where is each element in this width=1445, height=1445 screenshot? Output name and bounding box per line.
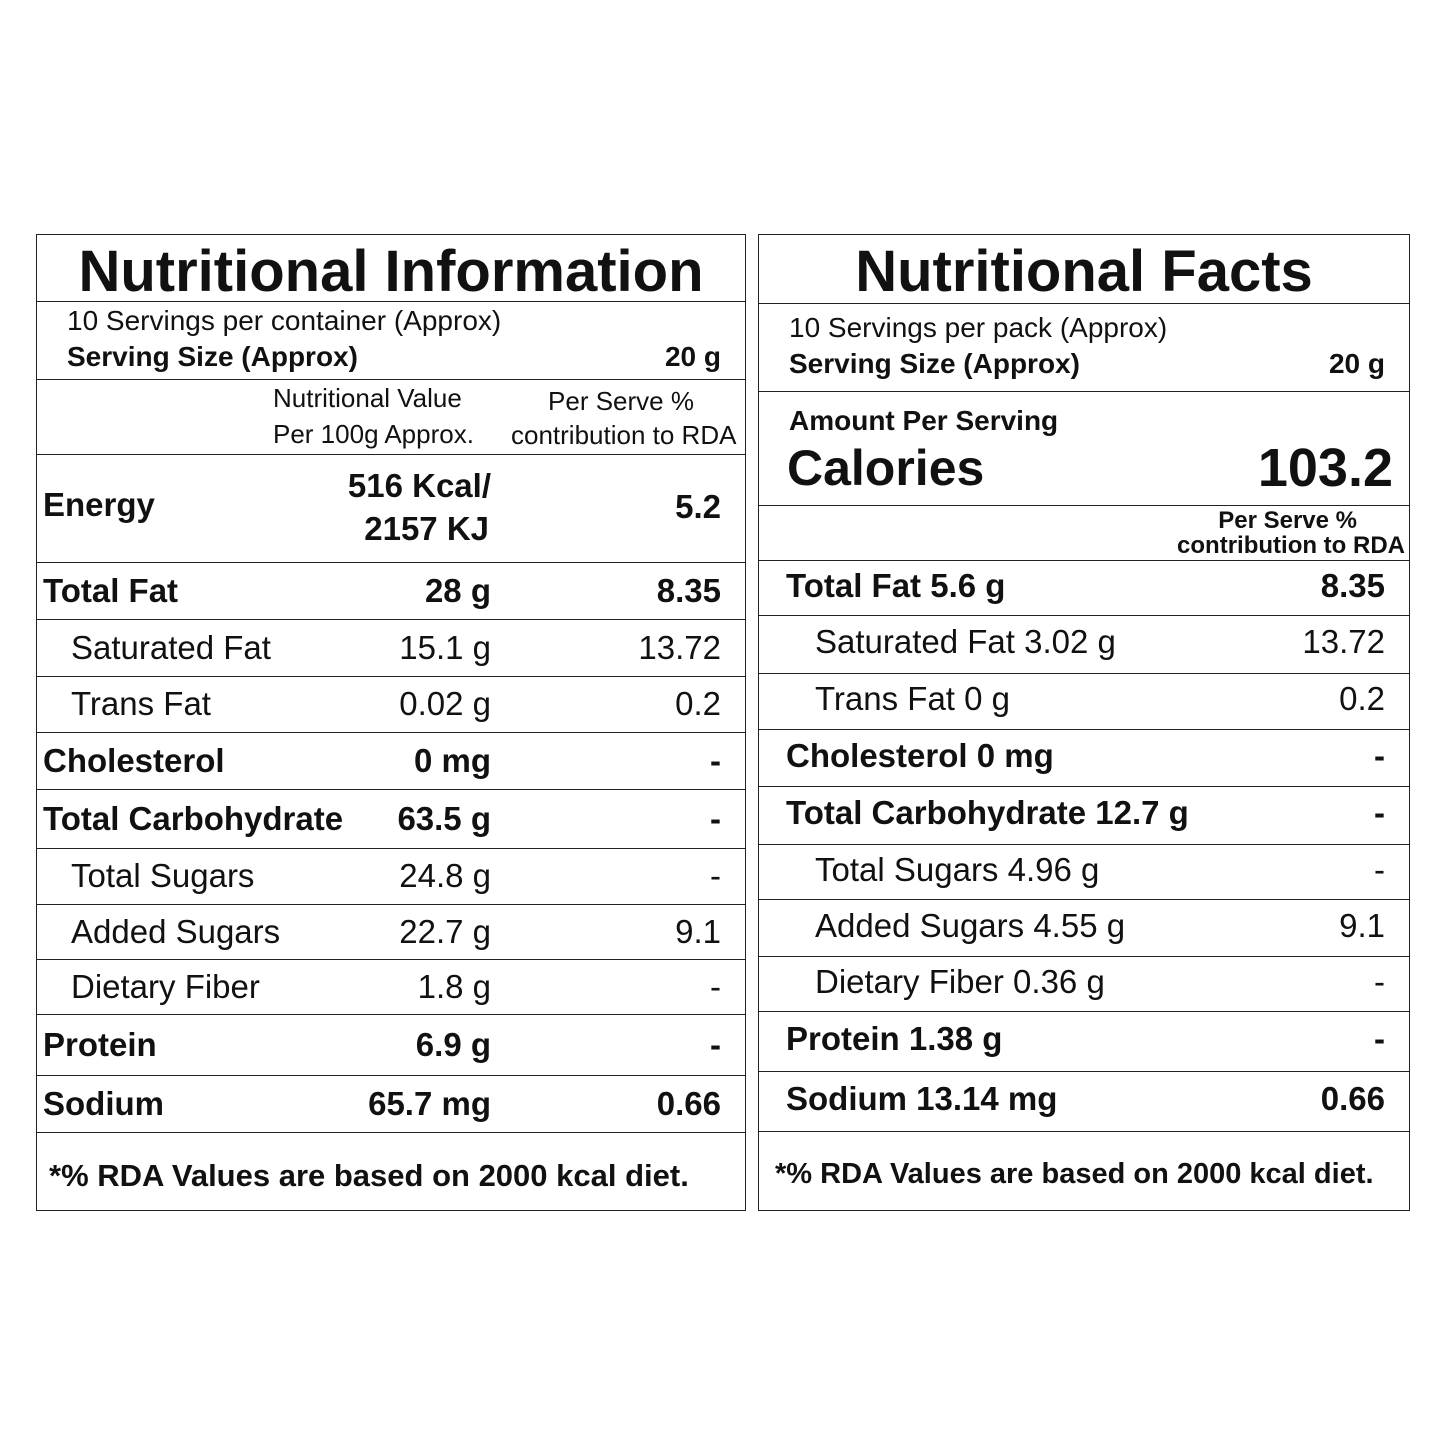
row-divider [37,732,745,733]
nutrient-rda: 0.66 [1320,1080,1385,1117]
nutrient-rda: 8.35 [1320,566,1385,604]
row-divider [37,848,745,849]
nutrient-rda: 0.2 [675,685,721,722]
nutrient-label: Cholesterol [43,741,225,779]
column-header-rda-1: Per Serve % [1218,507,1357,534]
nutrient-label: Trans Fat 0 g [815,680,1011,717]
row-divider [37,904,745,905]
nutrient-value: 63.5 g [397,799,491,837]
row-divider [759,1131,1409,1132]
nutrient-value: 1.8 g [417,967,491,1005]
amount-per-serving: Amount Per Serving [789,405,1059,436]
nutrient-rda: - [710,857,721,894]
nutrient-value: 65.7 mg [368,1084,491,1122]
nutrient-rda: - [1374,1020,1385,1057]
nutrient-rda: - [1374,850,1385,888]
serving-size-label: Serving Size (Approx) [67,341,358,372]
nutrient-value: 0 mg [413,741,491,779]
nutrient-label: Sodium [43,1084,164,1122]
serving-size-value: 20 g [1328,348,1385,379]
calories-label: Calories [787,440,985,496]
nutrient-label: Saturated Fat 3.02 g [815,623,1116,660]
calories-value: 103.2 [1257,438,1393,498]
row-divider [759,1011,1409,1012]
nutrient-rda: 0.66 [656,1084,721,1122]
serving-size-value: 20 g [664,341,721,372]
nutrient-rda: - [710,741,721,779]
rda-footnote: *% RDA Values are based on 2000 kcal die… [49,1158,689,1193]
nutrient-label: Total Sugars [71,857,255,894]
nutrient-rda: - [710,967,721,1005]
nutrient-label: Dietary Fiber 0.36 g [815,962,1105,1000]
column-header-rda-2: contribution to RDA [1177,532,1405,559]
row-divider [37,1075,745,1076]
energy-value-kj: 2157 KJ [364,510,489,547]
row-divider [759,956,1409,957]
nutrient-label: Added Sugars 4.55 g [815,906,1126,944]
panel-title: Nutritional Facts [855,239,1313,304]
nutrient-label: Sodium 13.14 mg [786,1080,1058,1117]
row-divider [759,615,1409,616]
nutrient-label: Protein [43,1025,157,1063]
column-header-rda-1: Per Serve % [548,386,694,416]
nutrient-value: 28 g [424,571,491,609]
row-divider [759,729,1409,730]
row-divider [37,1132,745,1133]
nutrient-value: 24.8 g [399,857,491,894]
nutrient-label: Dietary Fiber [71,967,260,1005]
servings-per-pack: 10 Servings per pack (Approx) [789,312,1168,343]
nutrient-label: Saturated Fat [71,628,271,666]
panel-title: Nutritional Information [78,239,704,304]
nutrient-label: Total Carbohydrate 12.7 g [786,794,1189,831]
row-divider [759,673,1409,674]
energy-label: Energy [43,486,155,523]
column-header-rda-2: contribution to RDA [511,420,737,450]
nutrient-label: Cholesterol 0 mg [786,736,1054,774]
rda-footnote: *% RDA Values are based on 2000 kcal die… [775,1158,1374,1190]
nutritional-information-panel: Nutritional Information 10 Servings per … [36,234,746,1211]
energy-value-kcal: 516 Kcal/ [347,467,491,504]
row-divider [759,899,1409,900]
nutrient-rda: - [1374,962,1385,1000]
nutrient-rda: - [710,1025,721,1063]
row-divider [37,959,745,960]
serving-size-label: Serving Size (Approx) [789,348,1080,379]
row-divider [37,619,745,620]
row-divider [37,789,745,790]
row-divider [37,676,745,677]
nutrient-value: 15.1 g [399,628,491,666]
nutrient-rda: 13.72 [638,628,721,666]
nutrient-rda: - [710,799,721,837]
nutritional-facts-panel: Nutritional Facts 10 Servings per pack (… [758,234,1410,1211]
row-divider [759,1071,1409,1072]
nutrient-rda: - [1374,794,1385,831]
nutrient-label: Trans Fat [71,685,211,722]
nutrient-rda: 13.72 [1302,623,1385,660]
column-header-value-2: Per 100g Approx. [273,419,474,449]
nutrient-label: Protein 1.38 g [786,1020,1003,1057]
nutrient-value: 22.7 g [399,912,491,950]
nutrient-rda: 8.35 [656,571,721,609]
row-divider [759,786,1409,787]
nutrient-label: Added Sugars [71,912,281,950]
nutrient-label: Total Carbohydrate [43,799,344,837]
nutrient-rda: 9.1 [675,912,721,950]
row-divider [37,1014,745,1015]
servings-per-container: 10 Servings per container (Approx) [67,305,502,336]
row-divider [759,844,1409,845]
nutrient-rda: 9.1 [1339,906,1385,944]
nutrient-rda: - [1374,736,1385,774]
nutrient-rda: 0.2 [1339,680,1385,717]
nutrient-label: Total Fat [43,571,179,609]
nutrient-value: 6.9 g [415,1025,491,1063]
energy-rda: 5.2 [675,488,721,525]
nutrient-value: 0.02 g [399,685,491,722]
column-header-value-1: Nutritional Value [273,383,462,413]
nutrient-label: Total Sugars 4.96 g [815,850,1100,888]
nutrient-label: Total Fat 5.6 g [786,566,1006,604]
